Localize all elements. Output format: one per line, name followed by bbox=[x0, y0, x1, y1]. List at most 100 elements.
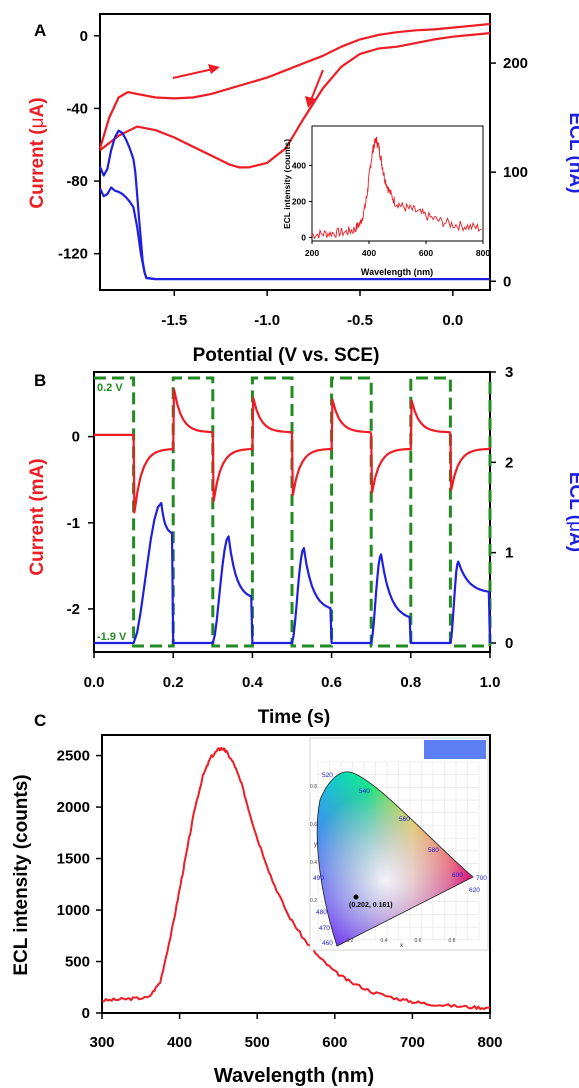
panel-b-ylabel-right: ECL (μA) bbox=[565, 472, 579, 552]
panel-a-inset-ticks: 200 400 600 800 0 200 400 bbox=[292, 161, 491, 258]
cie-wavelength-label: 600 bbox=[452, 872, 463, 879]
inset-y-tick-label: 0 bbox=[301, 232, 306, 242]
panel-a-y2-tick-label: 200 bbox=[503, 55, 528, 72]
panel-c-x-tick-label: 600 bbox=[322, 1034, 347, 1051]
panel-c-plot-frame bbox=[101, 734, 491, 1014]
cie-x-tick-label: 0.8 bbox=[449, 938, 456, 944]
cie-diagram-inset: 520 540 560 580 600 620 700 490 480 470 460 (0.202… bbox=[309, 737, 489, 951]
panel-b-y-ticks-left: 0 -1 -2 bbox=[67, 429, 94, 618]
inset-x-tick-label: 400 bbox=[362, 248, 376, 258]
cie-y-tick-label: 0.4 bbox=[310, 860, 317, 866]
panel-b-label: B bbox=[34, 371, 46, 390]
panel-c-y-ticks: 0 500 1000 1500 2000 2500 bbox=[57, 748, 102, 1022]
panel-a-ylabel-right: ECL (nA) bbox=[565, 113, 579, 194]
cie-x-tick-label: 0.2 bbox=[347, 938, 354, 944]
scan-direction-arrow-down bbox=[305, 69, 324, 108]
panel-c-ylabel: ECL intensity (counts) bbox=[11, 774, 32, 975]
panel-c-y-tick-label: 2000 bbox=[57, 799, 90, 816]
inset-y-tick-label: 400 bbox=[292, 161, 306, 171]
panel-c-y-tick-label: 1000 bbox=[57, 902, 90, 919]
panel-a-inset-frame bbox=[311, 125, 484, 242]
panel-b-y2-tick-label: 1 bbox=[505, 545, 513, 562]
panel-a-y-ticks-left: 0 -40 -80 -120 bbox=[58, 28, 100, 263]
panel-b-series bbox=[94, 376, 492, 648]
panel-c-y-tick-label: 0 bbox=[82, 1005, 90, 1022]
panel-b-x-tick-label: 0.6 bbox=[321, 674, 342, 691]
cie-axis-x-label: x bbox=[400, 943, 403, 949]
cie-locus-outline bbox=[316, 771, 474, 947]
cie-coordinate-label: (0.202, 0.161) bbox=[349, 902, 393, 909]
panel-b-y-tick-label: -2 bbox=[67, 601, 80, 618]
panel-a-y-tick-label: -120 bbox=[58, 246, 88, 263]
panel-a: A -1.5 -1.0 -0.5 0.0 0 -40 -80 -120 0 100 200 20… bbox=[27, 13, 579, 366]
panel-a-y-tick-label: 0 bbox=[80, 28, 88, 45]
panel-c-x-tick-label: 400 bbox=[167, 1034, 192, 1051]
cie-wavelength-labels: 520 540 560 580 600 620 700 490 480 470 460 bbox=[313, 772, 487, 947]
panel-b-x-tick-label: 1.0 bbox=[480, 674, 501, 691]
cie-wavelength-label: 580 bbox=[428, 847, 439, 854]
cie-coordinate-point bbox=[353, 894, 359, 900]
panel-a-y-tick-label: -80 bbox=[66, 173, 88, 190]
panel-b-x-tick-label: 0.8 bbox=[400, 674, 421, 691]
panel-c: C 300 400 500 600 700 800 0 500 1000 1500 2000 250… bbox=[11, 711, 503, 1087]
potential-high-label: 0.2 V bbox=[97, 382, 123, 394]
cie-wavelength-label: 490 bbox=[313, 875, 324, 882]
cie-wavelength-label: 700 bbox=[476, 875, 487, 882]
panel-c-series bbox=[101, 746, 491, 1011]
cie-y-tick-label: 0.2 bbox=[310, 898, 317, 904]
panel-a-ylabel-left: Current (μA) bbox=[27, 97, 48, 208]
cie-wavelength-label: 480 bbox=[316, 909, 327, 916]
inset-x-tick-label: 600 bbox=[419, 248, 433, 258]
panel-b-x-tick-label: 0.0 bbox=[84, 674, 105, 691]
panel-a-label: A bbox=[34, 21, 46, 40]
cie-axis-y-label: y bbox=[314, 842, 317, 848]
ecl-trace-3 bbox=[99, 186, 156, 281]
panel-a-x-tick-label: -1.0 bbox=[254, 312, 280, 329]
panel-b-y-ticks-right: 0 1 2 3 bbox=[490, 364, 513, 652]
panel-b: B 0.0 0.2 0.4 0.6 0.8 1.0 0 -1 -2 0 1 2 3 0.2 V -1… bbox=[27, 364, 579, 728]
cie-wavelength-label: 470 bbox=[319, 925, 330, 932]
panel-b-x-ticks: 0.0 0.2 0.4 0.6 0.8 1.0 bbox=[84, 652, 501, 691]
panel-b-xlabel: Time (s) bbox=[258, 707, 331, 728]
inset-x-tick-label: 800 bbox=[476, 248, 490, 258]
panel-b-ylabel-left: Current (mA) bbox=[27, 458, 48, 575]
panel-b-y2-tick-label: 2 bbox=[505, 454, 513, 471]
ecl-emission-spectrum-line bbox=[101, 746, 491, 1011]
panel-c-xlabel: Wavelength (nm) bbox=[214, 1065, 374, 1087]
cie-color-swatch bbox=[424, 740, 486, 759]
panel-c-x-tick-label: 500 bbox=[245, 1034, 270, 1051]
panel-a-inset-ylabel: ECL intensity (counts) bbox=[282, 139, 292, 229]
panel-a-x-ticks: -1.5 -1.0 -0.5 0.0 bbox=[161, 290, 463, 329]
panel-c-y-tick-label: 500 bbox=[65, 954, 90, 971]
panel-a-x-tick-label: -0.5 bbox=[347, 312, 373, 329]
cie-x-tick-label: 0.6 bbox=[415, 938, 422, 944]
panel-a-x-tick-label: -1.5 bbox=[161, 312, 187, 329]
panel-a-y-ticks-right: 0 100 200 bbox=[490, 55, 528, 290]
cie-axis-ticks: 0.2 0.4 0.6 0.8 0.2 0.4 0.6 0.8 bbox=[310, 784, 456, 944]
panel-c-x-tick-label: 300 bbox=[89, 1034, 114, 1051]
ecl-trace-2 bbox=[98, 129, 490, 281]
ecl-transient-trace bbox=[94, 501, 492, 645]
panel-a-y2-tick-label: 100 bbox=[503, 164, 528, 181]
current-transient-trace bbox=[94, 388, 492, 514]
potential-low-label: -1.9 V bbox=[97, 631, 127, 643]
panel-c-x-tick-label: 800 bbox=[477, 1034, 502, 1051]
cie-wavelength-label: 540 bbox=[359, 788, 370, 795]
cie-wavelength-label: 560 bbox=[399, 816, 410, 823]
panel-c-x-tick-label: 700 bbox=[400, 1034, 425, 1051]
panel-b-y2-tick-label: 0 bbox=[505, 635, 513, 652]
panel-a-inset-line bbox=[311, 136, 482, 240]
potential-square-wave bbox=[94, 376, 492, 648]
panel-c-label: C bbox=[34, 711, 46, 730]
panel-a-xlabel: Potential (V vs. SCE) bbox=[193, 345, 380, 366]
cie-wavelength-label: 520 bbox=[322, 772, 333, 779]
panel-c-x-ticks: 300 400 500 600 700 800 bbox=[89, 1013, 503, 1051]
panel-b-y-tick-label: -1 bbox=[67, 515, 80, 532]
panel-b-y-tick-label: 0 bbox=[72, 429, 80, 446]
inset-x-tick-label: 200 bbox=[305, 248, 319, 258]
scan-direction-arrow-right bbox=[172, 64, 220, 79]
cie-wavelength-label: 620 bbox=[469, 887, 480, 894]
panel-c-y-tick-label: 1500 bbox=[57, 851, 90, 868]
panel-a-plot-frame bbox=[99, 13, 491, 291]
